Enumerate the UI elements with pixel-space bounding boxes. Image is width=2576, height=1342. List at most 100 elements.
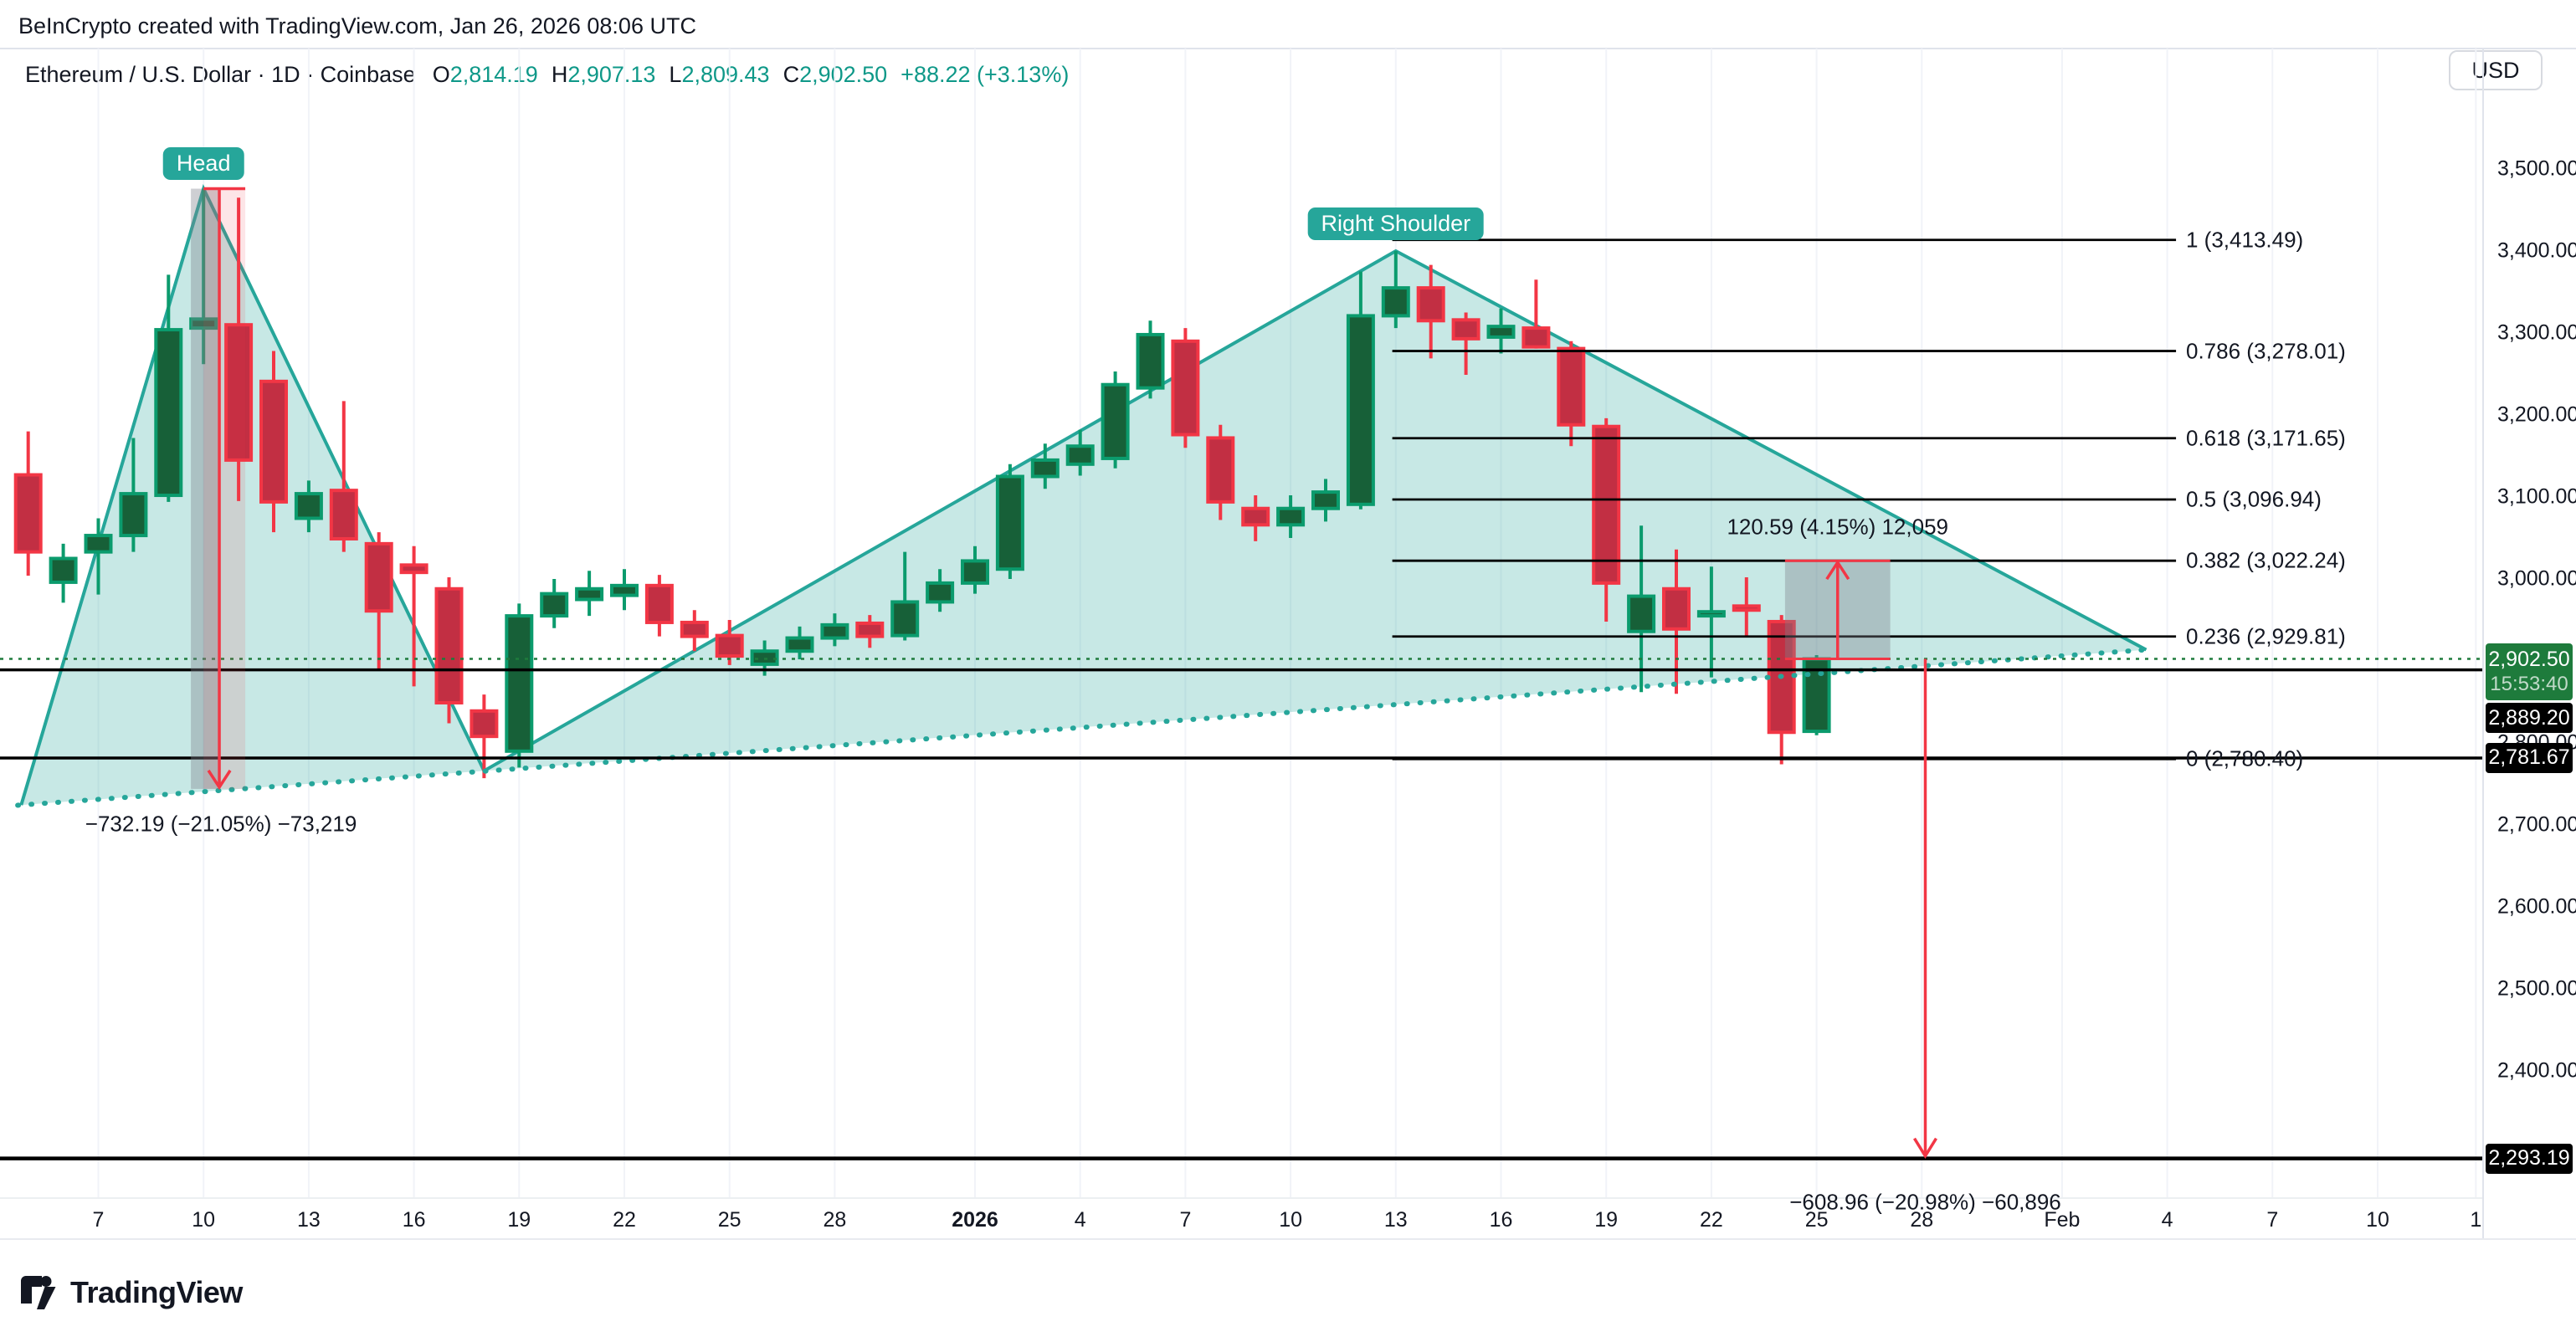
candle-body xyxy=(294,492,323,520)
candle-body xyxy=(961,559,989,585)
head-pattern-label[interactable]: Head xyxy=(162,146,244,180)
candle-body xyxy=(855,621,885,638)
x-axis-label[interactable]: 16 xyxy=(1489,1208,1513,1232)
candle-body xyxy=(49,556,78,584)
candle-body xyxy=(1346,314,1375,506)
candle-body xyxy=(1521,326,1551,349)
ohlc-letter: O xyxy=(432,62,450,87)
candle-body xyxy=(1486,325,1516,339)
currency-toggle-button[interactable]: USD xyxy=(2449,50,2543,90)
x-axis-label[interactable]: 19 xyxy=(1594,1208,1619,1232)
candle-body xyxy=(1276,506,1306,527)
y-axis-label[interactable]: 3,100.00 xyxy=(2497,484,2576,509)
x-axis-label[interactable]: 7 xyxy=(2266,1208,2279,1232)
x-axis-label[interactable]: 22 xyxy=(613,1208,636,1232)
retrace-measurement-text: 120.59 (4.15%) 12,059 xyxy=(1727,514,1949,540)
candle-body xyxy=(434,586,464,704)
candle-body xyxy=(224,323,254,462)
head-measure-gray-band xyxy=(191,188,220,789)
y-axis-label[interactable]: 2,400.00 xyxy=(2497,1058,2576,1083)
target-arrowhead xyxy=(1913,1137,1937,1159)
candle-body xyxy=(1171,339,1200,437)
candle-body xyxy=(364,541,393,613)
fib-level-label: 0 (2,780.40) xyxy=(2186,745,2304,771)
candle-body xyxy=(189,317,218,330)
neckline-dotted xyxy=(15,647,2153,808)
x-axis-label[interactable]: 7 xyxy=(1179,1208,1192,1232)
y-axis-label[interactable]: 3,200.00 xyxy=(2497,402,2576,427)
candle-body xyxy=(259,379,288,504)
candle-body xyxy=(1136,332,1165,390)
candle-body xyxy=(926,581,955,604)
y-axis-label[interactable]: 3,400.00 xyxy=(2497,238,2576,263)
symbol-title[interactable]: Ethereum / U.S. Dollar · 1D · Coinbase xyxy=(25,62,416,87)
x-axis-label[interactable]: Feb xyxy=(2044,1208,2081,1232)
candle-body xyxy=(84,534,113,554)
candle-body xyxy=(540,592,569,618)
fib-level-label: 0.382 (3,022.24) xyxy=(2186,547,2346,573)
change-value: +88.22 (+3.13%) xyxy=(901,62,1070,87)
x-axis-label[interactable]: 1 xyxy=(2470,1208,2482,1232)
symbol-legend[interactable]: Ethereum / U.S. Dollar · 1D · Coinbase O2… xyxy=(25,62,1069,88)
y-axis-label[interactable]: 2,500.00 xyxy=(2497,976,2576,1001)
y-axis-label[interactable]: 2,700.00 xyxy=(2497,812,2576,837)
x-axis-label[interactable]: 28 xyxy=(823,1208,847,1232)
x-axis-label[interactable]: 2026 xyxy=(952,1208,998,1232)
candle-body xyxy=(820,622,849,640)
price-axis-separator[interactable] xyxy=(2482,49,2484,1240)
candle-body xyxy=(995,474,1024,571)
candle-body xyxy=(575,586,604,602)
candle-body xyxy=(505,614,534,753)
x-axis-label[interactable]: 28 xyxy=(1910,1208,1934,1232)
candle-body xyxy=(1030,458,1060,479)
header-separator xyxy=(0,48,2576,49)
x-axis-label[interactable]: 13 xyxy=(1383,1208,1408,1232)
candle-body xyxy=(1592,424,1621,585)
pane-bottom-border xyxy=(0,1197,2482,1199)
attribution-text: BeInCrypto created with TradingView.com,… xyxy=(18,13,696,38)
x-axis-label[interactable]: 10 xyxy=(1279,1208,1302,1232)
x-axis-label[interactable]: 10 xyxy=(2366,1208,2389,1232)
x-axis-label[interactable]: 4 xyxy=(1074,1208,1086,1232)
candle-body xyxy=(13,473,43,554)
x-axis-label[interactable]: 25 xyxy=(717,1208,741,1232)
y-axis-label[interactable]: 3,300.00 xyxy=(2497,320,2576,345)
candle-body xyxy=(1557,346,1586,427)
ohlc-value: 2,814.19 xyxy=(449,62,538,87)
target-price-tag: 2,293.19 xyxy=(2486,1143,2573,1174)
tradingview-logo-text: TradingView xyxy=(70,1275,243,1309)
last-price-tag: 2,902.50 15:53:40 xyxy=(2486,643,2573,700)
bar-countdown: 15:53:40 xyxy=(2490,672,2568,695)
head-measure-pink-band xyxy=(203,188,246,789)
y-axis-label[interactable]: 3,500.00 xyxy=(2497,156,2576,181)
right-shoulder-triangle xyxy=(484,251,2147,771)
candle-body xyxy=(890,600,920,638)
fib-level-label: 1 (3,413.49) xyxy=(2186,227,2304,253)
fib-level-label: 0.618 (3,171.65) xyxy=(2186,425,2346,451)
candle-body xyxy=(1241,506,1270,527)
y-axis-label[interactable]: 3,000.00 xyxy=(2497,566,2576,591)
x-axis-label[interactable]: 16 xyxy=(402,1208,426,1232)
projected-drop-measurement-text: −608.96 (−20.98%) −60,896 xyxy=(1789,1189,2061,1215)
x-axis-label[interactable]: 25 xyxy=(1804,1208,1829,1232)
x-axis-label[interactable]: 4 xyxy=(2161,1208,2173,1232)
right-shoulder-pattern-label[interactable]: Right Shoulder xyxy=(1307,207,1485,240)
retrace-arrowhead xyxy=(1825,559,1850,581)
ohlc-value: 2,902.50 xyxy=(799,62,888,87)
candle-body xyxy=(680,620,709,638)
candle-body xyxy=(1381,286,1410,318)
x-axis-label[interactable]: 22 xyxy=(1699,1208,1723,1232)
x-axis-label[interactable]: 10 xyxy=(192,1208,216,1232)
x-axis-label[interactable]: 19 xyxy=(507,1208,531,1232)
fib-level-label: 0.786 (3,278.01) xyxy=(2186,338,2346,364)
x-axis-label[interactable]: 13 xyxy=(296,1208,321,1232)
candle-body xyxy=(329,489,358,540)
candle-body xyxy=(1627,594,1656,633)
candle-body xyxy=(1311,490,1340,510)
y-axis-label[interactable]: 2,600.00 xyxy=(2497,894,2576,919)
x-axis-label[interactable]: 7 xyxy=(92,1208,105,1232)
tradingview-logo[interactable]: TradingView xyxy=(20,1275,243,1310)
